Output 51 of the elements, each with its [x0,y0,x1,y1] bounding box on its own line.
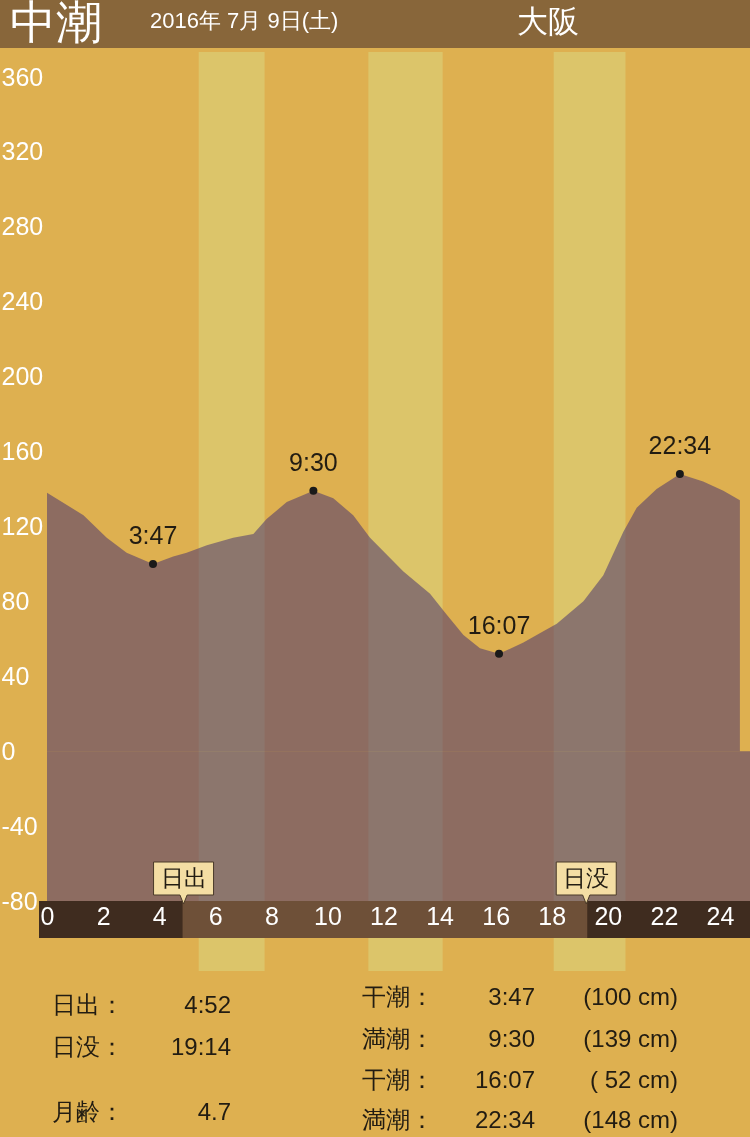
annotation: 22:34 [648,431,712,460]
text: 22:34 [474,1106,535,1133]
x-tick-label: 18 [538,901,567,930]
text: 月齢： [52,1098,124,1125]
y-tick-label: 160 [1,437,44,466]
y-tick-label: -40 [1,811,38,840]
text: 16:07 [474,1066,535,1093]
text: 3:47 [488,983,535,1010]
y-tick-label: 200 [1,362,44,391]
x-tick-label: 6 [208,901,223,930]
y-tick-label: 280 [1,212,44,241]
chart-subtitle: 2016年 7月 9日(土) [150,8,339,33]
text: 9:30 [488,1025,535,1052]
chart-title: 中潮 [10,0,102,48]
annotation: 16:07 [467,610,531,639]
text: 干潮： [362,1066,434,1093]
text: ( 52 cm) [589,1066,678,1093]
ref-line-label: 日出 [160,865,207,891]
text: (100 cm) [583,983,678,1010]
x-tick-label: 22 [650,901,679,930]
x-tick-label: 10 [314,901,342,930]
x-tick-label: 24 [706,901,735,930]
y-tick-label: 240 [1,287,44,316]
y-tick-label: 320 [1,137,44,166]
y-tick-label: 120 [1,511,44,540]
text: 満潮： [362,1106,434,1133]
text: 4:52 [184,991,231,1018]
text: 干潮： [362,983,434,1010]
text: (148 cm) [583,1106,678,1133]
y-tick-label: -80 [1,886,38,915]
annotation: 9:30 [289,447,338,476]
x-tick-label: 20 [594,901,623,930]
x-tick-label: 14 [426,901,455,930]
x-tick-label: 8 [264,901,279,930]
text: (139 cm) [583,1025,678,1052]
y-tick-label: 0 [1,736,16,765]
x-tick-label: 16 [482,901,511,930]
x-tick-label: 2 [96,901,111,930]
text: 4.7 [197,1098,231,1125]
text: 満潮： [362,1025,434,1052]
y-tick-label: 360 [1,62,44,91]
ref-line-label: 日没 [563,865,610,891]
y-tick-label: 40 [1,661,30,690]
x-tick-label: 4 [152,901,167,930]
y-tick-label: 80 [1,586,30,615]
annotation: 3:47 [128,520,178,549]
x-tick-label: 12 [370,901,398,930]
text: 日出： [52,991,124,1018]
text: 大阪 [517,4,579,39]
text: 日没： [52,1033,124,1060]
text: 19:14 [170,1033,231,1060]
